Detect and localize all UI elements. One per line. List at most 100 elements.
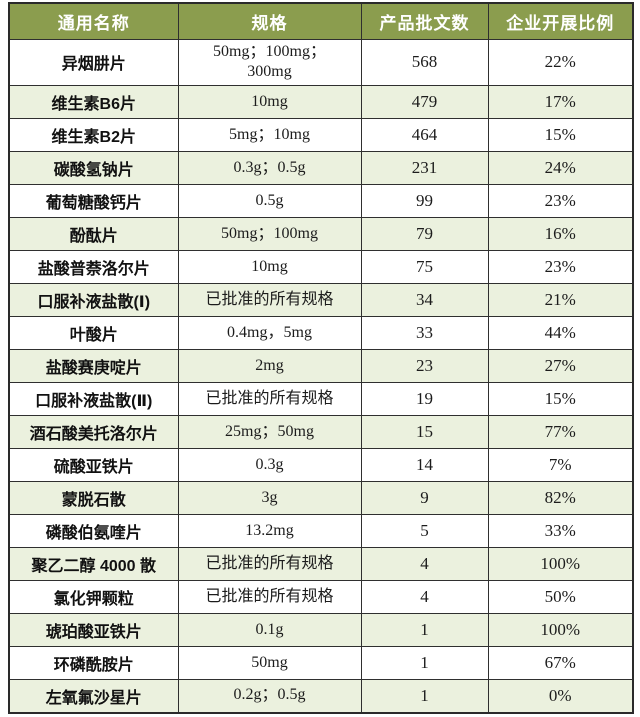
approval-count-cell: 23 [360,349,489,384]
drug-name-cell: 蒙脱石散 [8,481,179,516]
table-header: 通用名称 规格 产品批文数 企业开展比例 [8,2,634,40]
drug-name-cell: 碳酸氢钠片 [8,151,179,186]
approval-count-cell: 464 [360,118,489,153]
table-row: 盐酸普萘洛尔片 10mg 75 23% [8,250,634,285]
specification-cell: 0.3g；0.5g [177,151,362,186]
enterprise-ratio-cell: 17% [487,85,634,120]
drug-spec-approval-table: 通用名称 规格 产品批文数 企业开展比例 异烟肼片 50mg；100mg； 300… [8,2,634,714]
approval-count-cell: 9 [360,481,489,516]
enterprise-ratio-cell: 33% [487,514,634,549]
specification-cell: 10mg [177,250,362,285]
approval-count-cell: 79 [360,217,489,252]
specification-cell: 0.3g [177,448,362,483]
table-row: 碳酸氢钠片 0.3g；0.5g 231 24% [8,151,634,186]
enterprise-ratio-cell: 82% [487,481,634,516]
enterprise-ratio-cell: 44% [487,316,634,351]
table-row: 盐酸赛庚啶片 2mg 23 27% [8,349,634,384]
enterprise-ratio-cell: 100% [487,613,634,648]
specification-cell: 已批准的所有规格 [177,580,362,615]
approval-count-cell: 14 [360,448,489,483]
table-row: 聚乙二醇 4000 散已批准的所有规格 4 100% [8,547,634,582]
enterprise-ratio-cell: 0% [487,679,634,714]
drug-name-cell: 聚乙二醇 4000 散 [8,547,179,582]
specification-cell: 50mg；100mg [177,217,362,252]
drug-name-cell: 盐酸普萘洛尔片 [8,250,179,285]
enterprise-ratio-cell: 100% [487,547,634,582]
table-row: 酒石酸美托洛尔片 25mg；50mg 15 77% [8,415,634,450]
specification-cell: 2mg [177,349,362,384]
table-row: 口服补液盐散(Ⅱ) 已批准的所有规格 19 15% [8,382,634,417]
specification-cell: 0.5g [177,184,362,219]
enterprise-ratio-cell: 15% [487,382,634,417]
drug-name-cell: 葡萄糖酸钙片 [8,184,179,219]
drug-name-cell: 异烟肼片 [8,38,179,87]
table-row: 硫酸亚铁片 0.3g 14 7% [8,448,634,483]
table-body: 异烟肼片 50mg；100mg； 300mg 568 22% 维生素B6片 10mg 479… [8,38,634,714]
drug-name-cell: 维生素B2片 [8,118,179,153]
table-row: 口服补液盐散(Ⅰ) 已批准的所有规格 34 21% [8,283,634,318]
approval-count-cell: 1 [360,646,489,681]
specification-cell: 0.4mg，5mg [177,316,362,351]
enterprise-ratio-cell: 22% [487,38,634,87]
table-row: 维生素B6片 10mg 479 17% [8,85,634,120]
header-approval-count: 产品批文数 [360,2,489,40]
approval-count-cell: 1 [360,613,489,648]
approval-count-cell: 75 [360,250,489,285]
approval-count-cell: 4 [360,547,489,582]
specification-cell: 0.1g [177,613,362,648]
specification-cell: 3g [177,481,362,516]
enterprise-ratio-cell: 77% [487,415,634,450]
header-enterprise-ratio: 企业开展比例 [487,2,634,40]
approval-count-cell: 568 [360,38,489,87]
enterprise-ratio-cell: 16% [487,217,634,252]
table-row: 磷酸伯氨喹片 13.2mg 5 33% [8,514,634,549]
enterprise-ratio-cell: 50% [487,580,634,615]
approval-count-cell: 15 [360,415,489,450]
table-row: 维生素B2片 5mg；10mg 464 15% [8,118,634,153]
specification-cell: 25mg；50mg [177,415,362,450]
specification-cell: 50mg；100mg； 300mg [177,38,362,87]
table-row: 琥珀酸亚铁片 0.1g 1 100% [8,613,634,648]
table-row: 左氧氟沙星片 0.2g；0.5g 1 0% [8,679,634,714]
drug-name-cell: 氯化钾颗粒 [8,580,179,615]
approval-count-cell: 33 [360,316,489,351]
table-row: 氯化钾颗粒 已批准的所有规格 4 50% [8,580,634,615]
table-row: 叶酸片 0.4mg，5mg 33 44% [8,316,634,351]
drug-name-cell: 口服补液盐散(Ⅱ) [8,382,179,417]
specification-cell: 0.2g；0.5g [177,679,362,714]
specification-cell: 13.2mg [177,514,362,549]
drug-name-cell: 琥珀酸亚铁片 [8,613,179,648]
approval-count-cell: 1 [360,679,489,714]
table-row: 酚酞片 50mg；100mg 79 16% [8,217,634,252]
drug-name-cell: 左氧氟沙星片 [8,679,179,714]
enterprise-ratio-cell: 23% [487,184,634,219]
enterprise-ratio-cell: 7% [487,448,634,483]
drug-name-cell: 叶酸片 [8,316,179,351]
drug-name-cell: 口服补液盐散(Ⅰ) [8,283,179,318]
header-specification: 规格 [177,2,362,40]
enterprise-ratio-cell: 15% [487,118,634,153]
specification-cell: 10mg [177,85,362,120]
specification-cell: 已批准的所有规格 [177,283,362,318]
drug-name-cell: 磷酸伯氨喹片 [8,514,179,549]
drug-name-cell: 酒石酸美托洛尔片 [8,415,179,450]
specification-cell: 已批准的所有规格 [177,382,362,417]
approval-count-cell: 4 [360,580,489,615]
enterprise-ratio-cell: 21% [487,283,634,318]
drug-name-cell: 环磷酰胺片 [8,646,179,681]
enterprise-ratio-cell: 24% [487,151,634,186]
enterprise-ratio-cell: 23% [487,250,634,285]
table-row: 异烟肼片 50mg；100mg； 300mg 568 22% [8,38,634,87]
approval-count-cell: 5 [360,514,489,549]
approval-count-cell: 34 [360,283,489,318]
specification-cell: 5mg；10mg [177,118,362,153]
enterprise-ratio-cell: 67% [487,646,634,681]
specification-cell: 50mg [177,646,362,681]
specification-cell: 已批准的所有规格 [177,547,362,582]
approval-count-cell: 19 [360,382,489,417]
header-row: 通用名称 规格 产品批文数 企业开展比例 [8,2,634,40]
table-row: 蒙脱石散 3g 9 82% [8,481,634,516]
drug-name-cell: 维生素B6片 [8,85,179,120]
table-row: 葡萄糖酸钙片 0.5g 99 23% [8,184,634,219]
